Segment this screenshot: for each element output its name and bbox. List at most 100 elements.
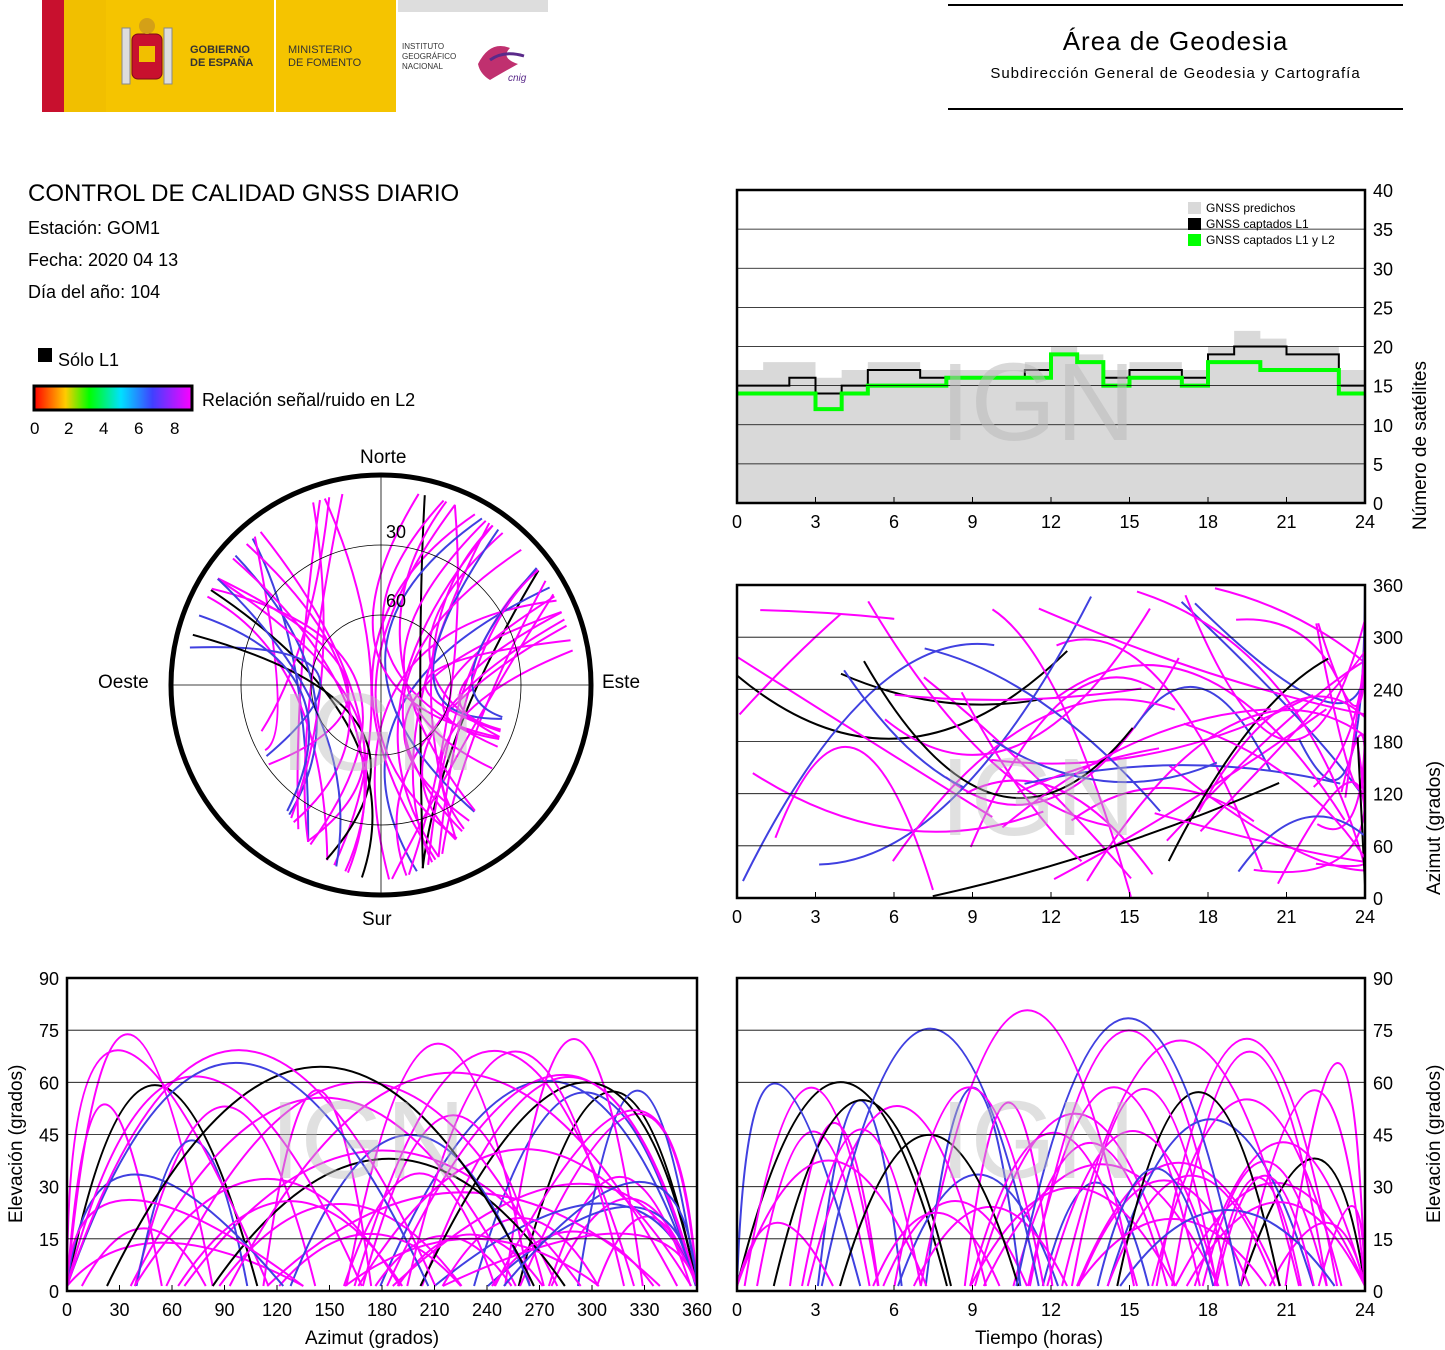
- legend-l1: GNSS captados L1: [1206, 217, 1309, 231]
- satellite-track: [323, 498, 373, 866]
- x-tick-label: 15: [1119, 1300, 1139, 1320]
- y-tick-label: 30: [1373, 259, 1393, 279]
- satellite-track: [806, 1105, 987, 1287]
- y-tick-label: 0: [1373, 889, 1383, 909]
- y-tick-label: 75: [1373, 1021, 1393, 1041]
- satellite-track: [1194, 602, 1366, 705]
- cnig-logo-icon: [478, 46, 525, 80]
- satellite-track: [503, 1180, 698, 1287]
- satellite-track: [66, 1049, 437, 1287]
- chart-legend: GNSS predichos GNSS captados L1 GNSS cap…: [1188, 201, 1335, 247]
- satellite-track: [374, 504, 458, 840]
- satellite-track: [772, 1099, 952, 1287]
- plot-frame: [735, 583, 1367, 900]
- x-tick-label: 3: [810, 907, 820, 927]
- satellite-track: [66, 1103, 163, 1287]
- satellite-track: [1193, 1141, 1366, 1287]
- satellite-track: [1154, 812, 1366, 863]
- satellite-track: [66, 1061, 430, 1287]
- satellite-track: [398, 500, 476, 812]
- plot-frame: [65, 976, 699, 1293]
- x-tick-label: 90: [214, 1300, 234, 1320]
- satellite-track: [66, 1075, 363, 1287]
- satellite-track: [66, 1241, 304, 1287]
- satellite-track: [973, 1112, 1177, 1287]
- satellite-track: [1151, 1098, 1343, 1287]
- l1-legend-swatch: [38, 348, 52, 362]
- y-tick-label: 30: [1373, 1178, 1393, 1198]
- satellite-track: [259, 531, 368, 872]
- y-tick-label: 90: [1373, 969, 1393, 989]
- x-tick-label: 0: [732, 1300, 742, 1320]
- x-tick-label: 18: [1198, 1300, 1218, 1320]
- satellite-track: [1027, 1086, 1201, 1287]
- satellite-track: [1041, 1181, 1150, 1287]
- y-tick-label: 45: [39, 1126, 59, 1146]
- satellite-track: [1053, 708, 1327, 880]
- satellite-track: [1171, 1050, 1328, 1287]
- satellite-track: [1239, 1089, 1366, 1287]
- coat-of-arms-icon: [121, 18, 173, 85]
- x-tick-label: 0: [732, 512, 742, 532]
- satellite-track: [1046, 1130, 1220, 1287]
- y-tick-label: 60: [1373, 1073, 1393, 1093]
- satellite-track: [424, 639, 571, 733]
- x-tick-label: 12: [1041, 1300, 1061, 1320]
- satellite-track: [969, 676, 1156, 848]
- satellite-track: [774, 745, 934, 891]
- x-tick-label: 300: [577, 1300, 607, 1320]
- x-tick-label: 6: [889, 907, 899, 927]
- y-tick-label: 15: [1373, 377, 1393, 397]
- x-tick-label: 6: [889, 1300, 899, 1320]
- satellite-track: [1284, 1062, 1366, 1287]
- satellite-track: [1184, 594, 1366, 742]
- azimuth-time-chart: IGN 0 3 6 9 12 15 18 21 24 0 60 120 180 240 300 360 Az…: [732, 576, 1445, 927]
- station-label: Estación: GOM1: [28, 218, 161, 238]
- satellite-track: [819, 596, 1092, 866]
- satellite-track: [1096, 1167, 1215, 1287]
- y-tick-label: 60: [1373, 837, 1393, 857]
- satellite-track: [1180, 601, 1366, 800]
- satellite-track: [1197, 695, 1366, 813]
- satellite-track: [384, 517, 483, 813]
- x-tick-labels: 0 3 6 9 12 15 18 21 24: [732, 1300, 1375, 1320]
- satellite-track: [801, 1128, 922, 1287]
- satellite-track: [133, 1178, 401, 1287]
- satellite-track: [932, 782, 1280, 898]
- satellite-track: [381, 499, 499, 748]
- satellite-track: [1061, 1039, 1300, 1287]
- satellite-track: [1239, 1157, 1366, 1287]
- x-tick-label: 18: [1198, 512, 1218, 532]
- y-tick-label: 90: [39, 969, 59, 989]
- satellite-track: [135, 1139, 249, 1287]
- satellite-track: [1015, 1017, 1242, 1287]
- satellite-track: [428, 532, 504, 738]
- satellite-track: [217, 577, 350, 766]
- satellite-track: [430, 524, 494, 840]
- ministerio-logo: MINISTERIO DE FOMENTO: [276, 0, 396, 112]
- plot-frame: [735, 188, 1367, 505]
- satellite-track: [401, 549, 522, 833]
- x-tick-label: 0: [732, 907, 742, 927]
- x-tick-label: 12: [1041, 512, 1061, 532]
- x-tick-labels: 0 3 6 9 12 15 18 21 24: [732, 907, 1375, 927]
- date-label: Fecha: 2020 04 13: [28, 250, 179, 270]
- x-tick-label: 18: [1198, 907, 1218, 927]
- satellite-track: [1155, 1037, 1339, 1287]
- elevation-azimuth-chart: IGN 0 30 60 90 120 150 180 210 240 270 300 330 360 0…: [6, 969, 712, 1349]
- satellite-track: [1054, 664, 1346, 821]
- flag-red-stripe: [42, 0, 64, 112]
- satellite-track: [736, 1082, 862, 1287]
- satellite-track: [736, 1159, 928, 1287]
- east-label: Este: [602, 672, 640, 693]
- x-tick-label: 3: [810, 512, 820, 532]
- satellite-track: [1199, 649, 1366, 833]
- x-tick-label: 180: [367, 1300, 397, 1320]
- y-tick-label: 45: [1373, 1126, 1393, 1146]
- grid-lines: [736, 228, 1366, 503]
- satellite-track: [892, 698, 1176, 862]
- elevation-time-chart: IGN 0 3 6 9 12 15 18 21 24 0 15 30 45 60 75 90 Tiempo …: [732, 969, 1445, 1349]
- satellite-track: [1236, 618, 1366, 842]
- y-tick-label: 0: [1373, 494, 1383, 514]
- x-tick-label: 12: [1041, 907, 1061, 927]
